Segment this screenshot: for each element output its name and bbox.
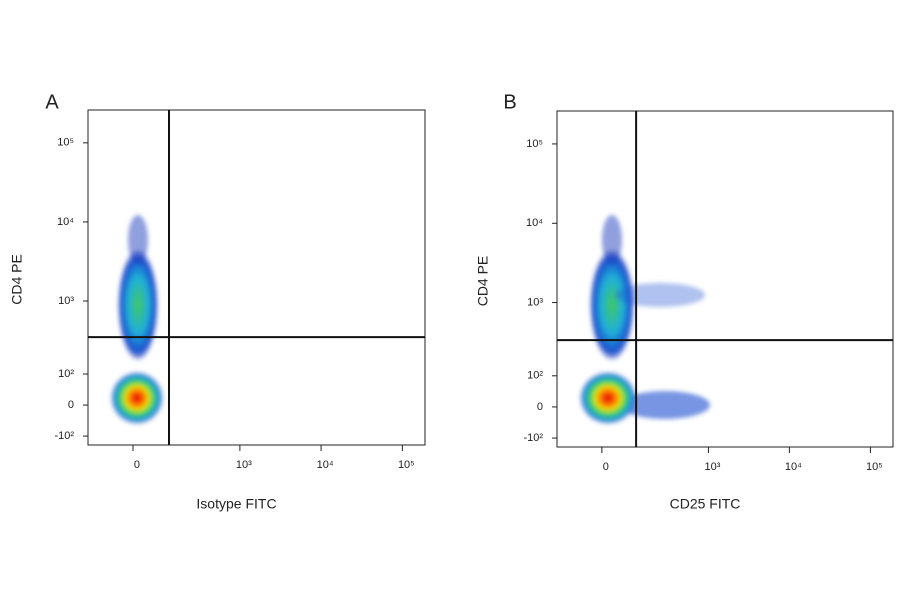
y-tick-label: 10⁴ [57,216,74,228]
y-tick-label: 10⁵ [57,137,74,149]
x-tick-label: 10⁵ [866,461,883,473]
panel-label: A [45,91,59,113]
x-tick-label: 10⁴ [785,461,802,473]
x-tick-label: 10³ [704,461,720,473]
y-axis-title: CD4 PE [475,256,491,307]
x-axis-title: CD25 FITC [670,496,741,512]
x-tick-label: 10⁴ [317,459,334,471]
y-tick-label: 10³ [527,296,543,308]
density-cloud-b [580,215,710,424]
x-axis-title: Isotype FITC [196,496,276,512]
y-tick-label: 10² [58,368,74,380]
panel-label: B [503,91,516,113]
y-tick-label: 10⁵ [526,138,543,150]
x-tick-label: 0 [603,461,609,473]
x-tick-label: 0 [134,459,140,471]
x-tick-label: 10³ [236,459,252,471]
y-tick-label: 0 [68,399,74,411]
y-tick-label: -10² [523,432,543,444]
y-axis-title: CD4 PE [9,254,25,305]
y-tick-label: 10² [527,370,543,382]
density-cloud-a [111,215,163,424]
y-tick-label: 10⁴ [526,217,543,229]
y-tick-label: 10³ [58,295,74,307]
x-tick-label: 10⁵ [398,459,415,471]
plot-frame [556,110,894,448]
plot-frame [87,109,426,446]
y-tick-label: 0 [537,401,543,413]
y-tick-label: -10² [54,430,74,442]
